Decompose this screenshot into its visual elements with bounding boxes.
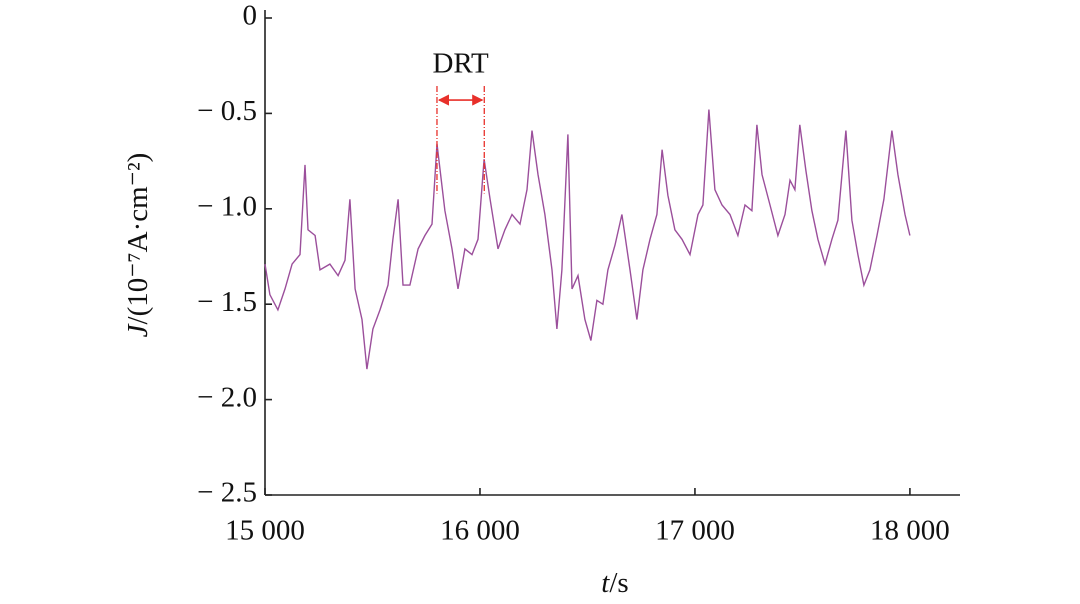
x-axis-label: t/s [601,567,628,599]
y-tick-label: − 1.5 [197,286,257,318]
x-tick-label: 15 000 [225,515,305,547]
x-tick-label: 17 000 [655,515,735,547]
y-axis-var: J [122,323,154,337]
y-axis-label: J/(10⁻⁷A·cm⁻²) [122,153,154,338]
x-axis-var: t [601,567,610,599]
x-tick-label: 16 000 [440,515,520,547]
x-tick-label: 18 000 [870,515,950,547]
x-axis-unit: /s [609,567,628,599]
y-tick-label: 0 [243,0,258,32]
data-line [264,109,911,370]
annotation-label: DRT [432,48,489,80]
y-tick-label: − 0.5 [197,95,257,127]
y-axis-unit: /(10⁻⁷A·cm⁻²) [122,153,154,325]
y-tick-label: − 1.0 [197,190,257,222]
y-tick-label: − 2.0 [197,381,257,413]
y-tick-label: − 2.5 [197,477,257,509]
